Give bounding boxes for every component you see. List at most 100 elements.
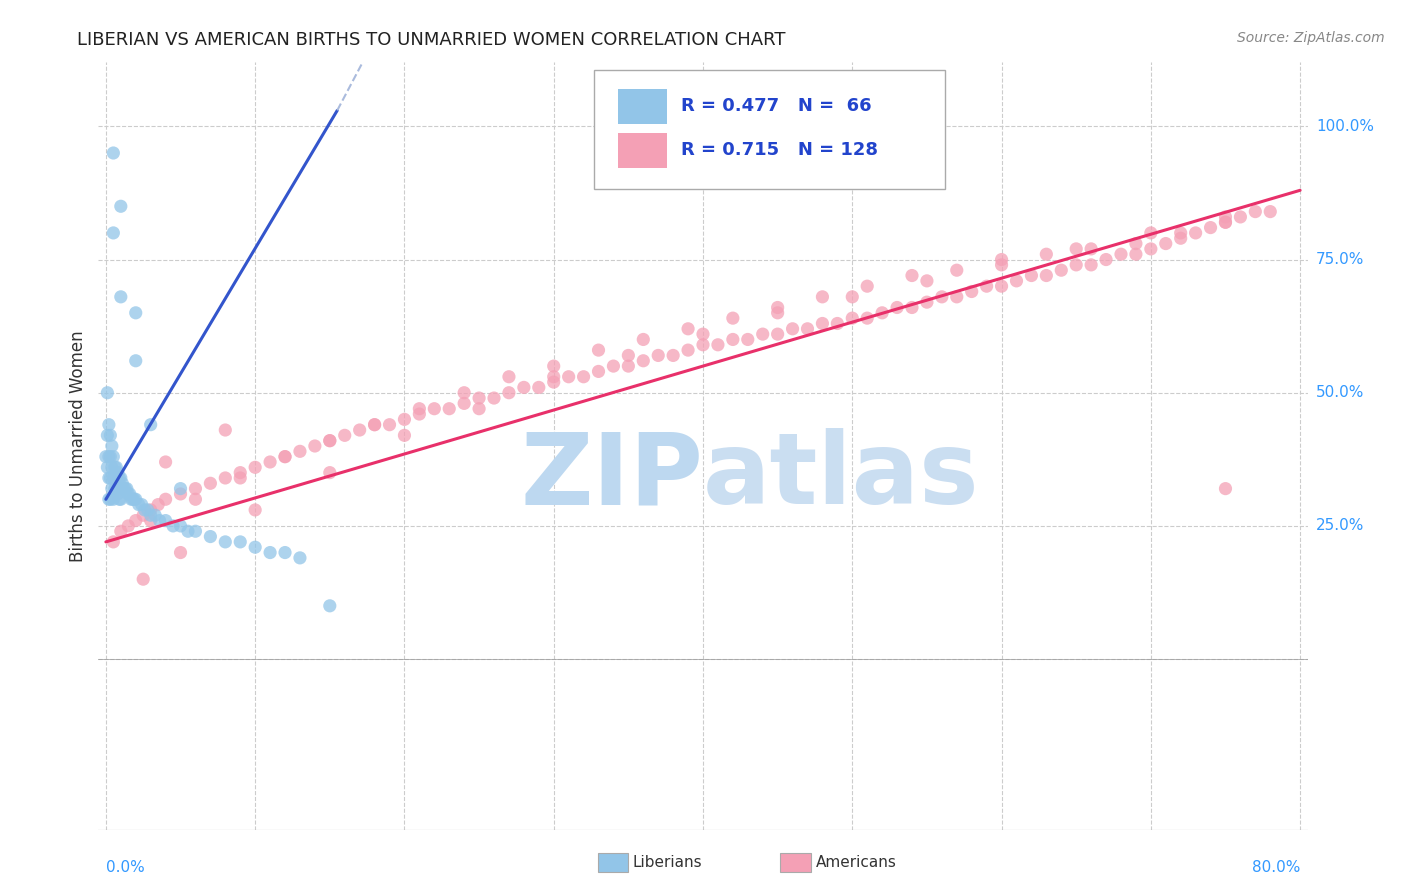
Point: [766, 306, 789, 320]
Text: LIBERIAN VS AMERICAN BIRTHS TO UNMARRIED WOMEN CORRELATION CHART: LIBERIAN VS AMERICAN BIRTHS TO UNMARRIED…: [77, 31, 786, 49]
Point: [243, 503, 266, 517]
Point: [811, 317, 834, 331]
Point: [110, 471, 132, 485]
Point: [1035, 247, 1057, 261]
Text: R = 0.477   N =  66: R = 0.477 N = 66: [682, 97, 872, 115]
Point: [97, 471, 120, 485]
Text: Source: ZipAtlas.com: Source: ZipAtlas.com: [1237, 31, 1385, 45]
Point: [110, 492, 132, 507]
FancyBboxPatch shape: [619, 133, 666, 168]
Point: [214, 471, 236, 485]
Point: [1140, 226, 1163, 240]
Point: [721, 333, 744, 347]
Point: [259, 545, 281, 559]
Point: [107, 487, 129, 501]
Point: [200, 530, 222, 544]
Point: [105, 460, 128, 475]
Point: [543, 375, 565, 389]
Point: [1095, 252, 1118, 267]
Point: [117, 519, 139, 533]
Point: [107, 466, 129, 480]
Point: [101, 439, 124, 453]
Point: [692, 338, 714, 352]
Point: [103, 535, 125, 549]
Point: [103, 146, 125, 161]
Point: [169, 482, 191, 496]
Point: [543, 369, 565, 384]
Point: [633, 353, 655, 368]
Point: [1215, 482, 1237, 496]
Point: [103, 471, 125, 485]
Point: [155, 492, 177, 507]
Point: [363, 417, 385, 432]
Point: [111, 476, 134, 491]
Point: [1258, 204, 1281, 219]
Point: [1215, 215, 1237, 229]
Point: [766, 301, 789, 315]
Point: [125, 492, 148, 507]
Point: [155, 455, 177, 469]
Point: [1170, 231, 1192, 245]
Point: [131, 498, 153, 512]
Point: [120, 492, 142, 507]
Point: [96, 460, 118, 475]
Point: [1199, 220, 1222, 235]
Point: [103, 450, 125, 464]
Point: [200, 476, 222, 491]
Point: [162, 519, 184, 533]
Y-axis label: Births to Unmarried Women: Births to Unmarried Women: [69, 330, 87, 562]
Point: [121, 492, 143, 507]
Point: [827, 317, 849, 331]
Point: [676, 322, 699, 336]
Point: [101, 460, 124, 475]
Point: [114, 482, 136, 496]
Point: [184, 482, 207, 496]
Point: [229, 535, 252, 549]
Point: [96, 385, 118, 400]
Point: [468, 391, 491, 405]
Point: [633, 333, 655, 347]
Text: 0.0%: 0.0%: [105, 860, 145, 875]
Point: [707, 338, 730, 352]
Point: [117, 487, 139, 501]
Point: [1125, 236, 1147, 251]
Point: [901, 301, 924, 315]
Point: [886, 301, 908, 315]
Point: [128, 498, 150, 512]
Point: [136, 503, 159, 517]
Point: [97, 417, 120, 432]
Point: [1140, 242, 1163, 256]
Point: [177, 524, 200, 539]
Text: 100.0%: 100.0%: [1316, 119, 1374, 134]
Point: [333, 428, 356, 442]
Point: [572, 369, 595, 384]
Point: [1050, 263, 1073, 277]
Point: [319, 434, 342, 448]
Point: [169, 519, 191, 533]
Point: [498, 385, 520, 400]
Text: Liberians: Liberians: [633, 855, 703, 870]
Point: [647, 348, 669, 362]
Point: [408, 401, 430, 416]
Point: [841, 290, 863, 304]
Point: [1125, 247, 1147, 261]
Point: [97, 450, 120, 464]
Point: [96, 428, 118, 442]
Point: [945, 263, 967, 277]
Point: [1080, 258, 1102, 272]
Point: [1021, 268, 1043, 283]
Point: [990, 252, 1012, 267]
Point: [274, 545, 297, 559]
Point: [378, 417, 401, 432]
Point: [423, 401, 446, 416]
Point: [214, 423, 236, 437]
Point: [149, 514, 172, 528]
Point: [304, 439, 326, 453]
Point: [229, 466, 252, 480]
Text: atlas: atlas: [703, 428, 980, 525]
Point: [394, 412, 416, 426]
Point: [513, 380, 536, 394]
Text: Americans: Americans: [815, 855, 897, 870]
Point: [125, 306, 148, 320]
Text: 25.0%: 25.0%: [1316, 518, 1364, 533]
